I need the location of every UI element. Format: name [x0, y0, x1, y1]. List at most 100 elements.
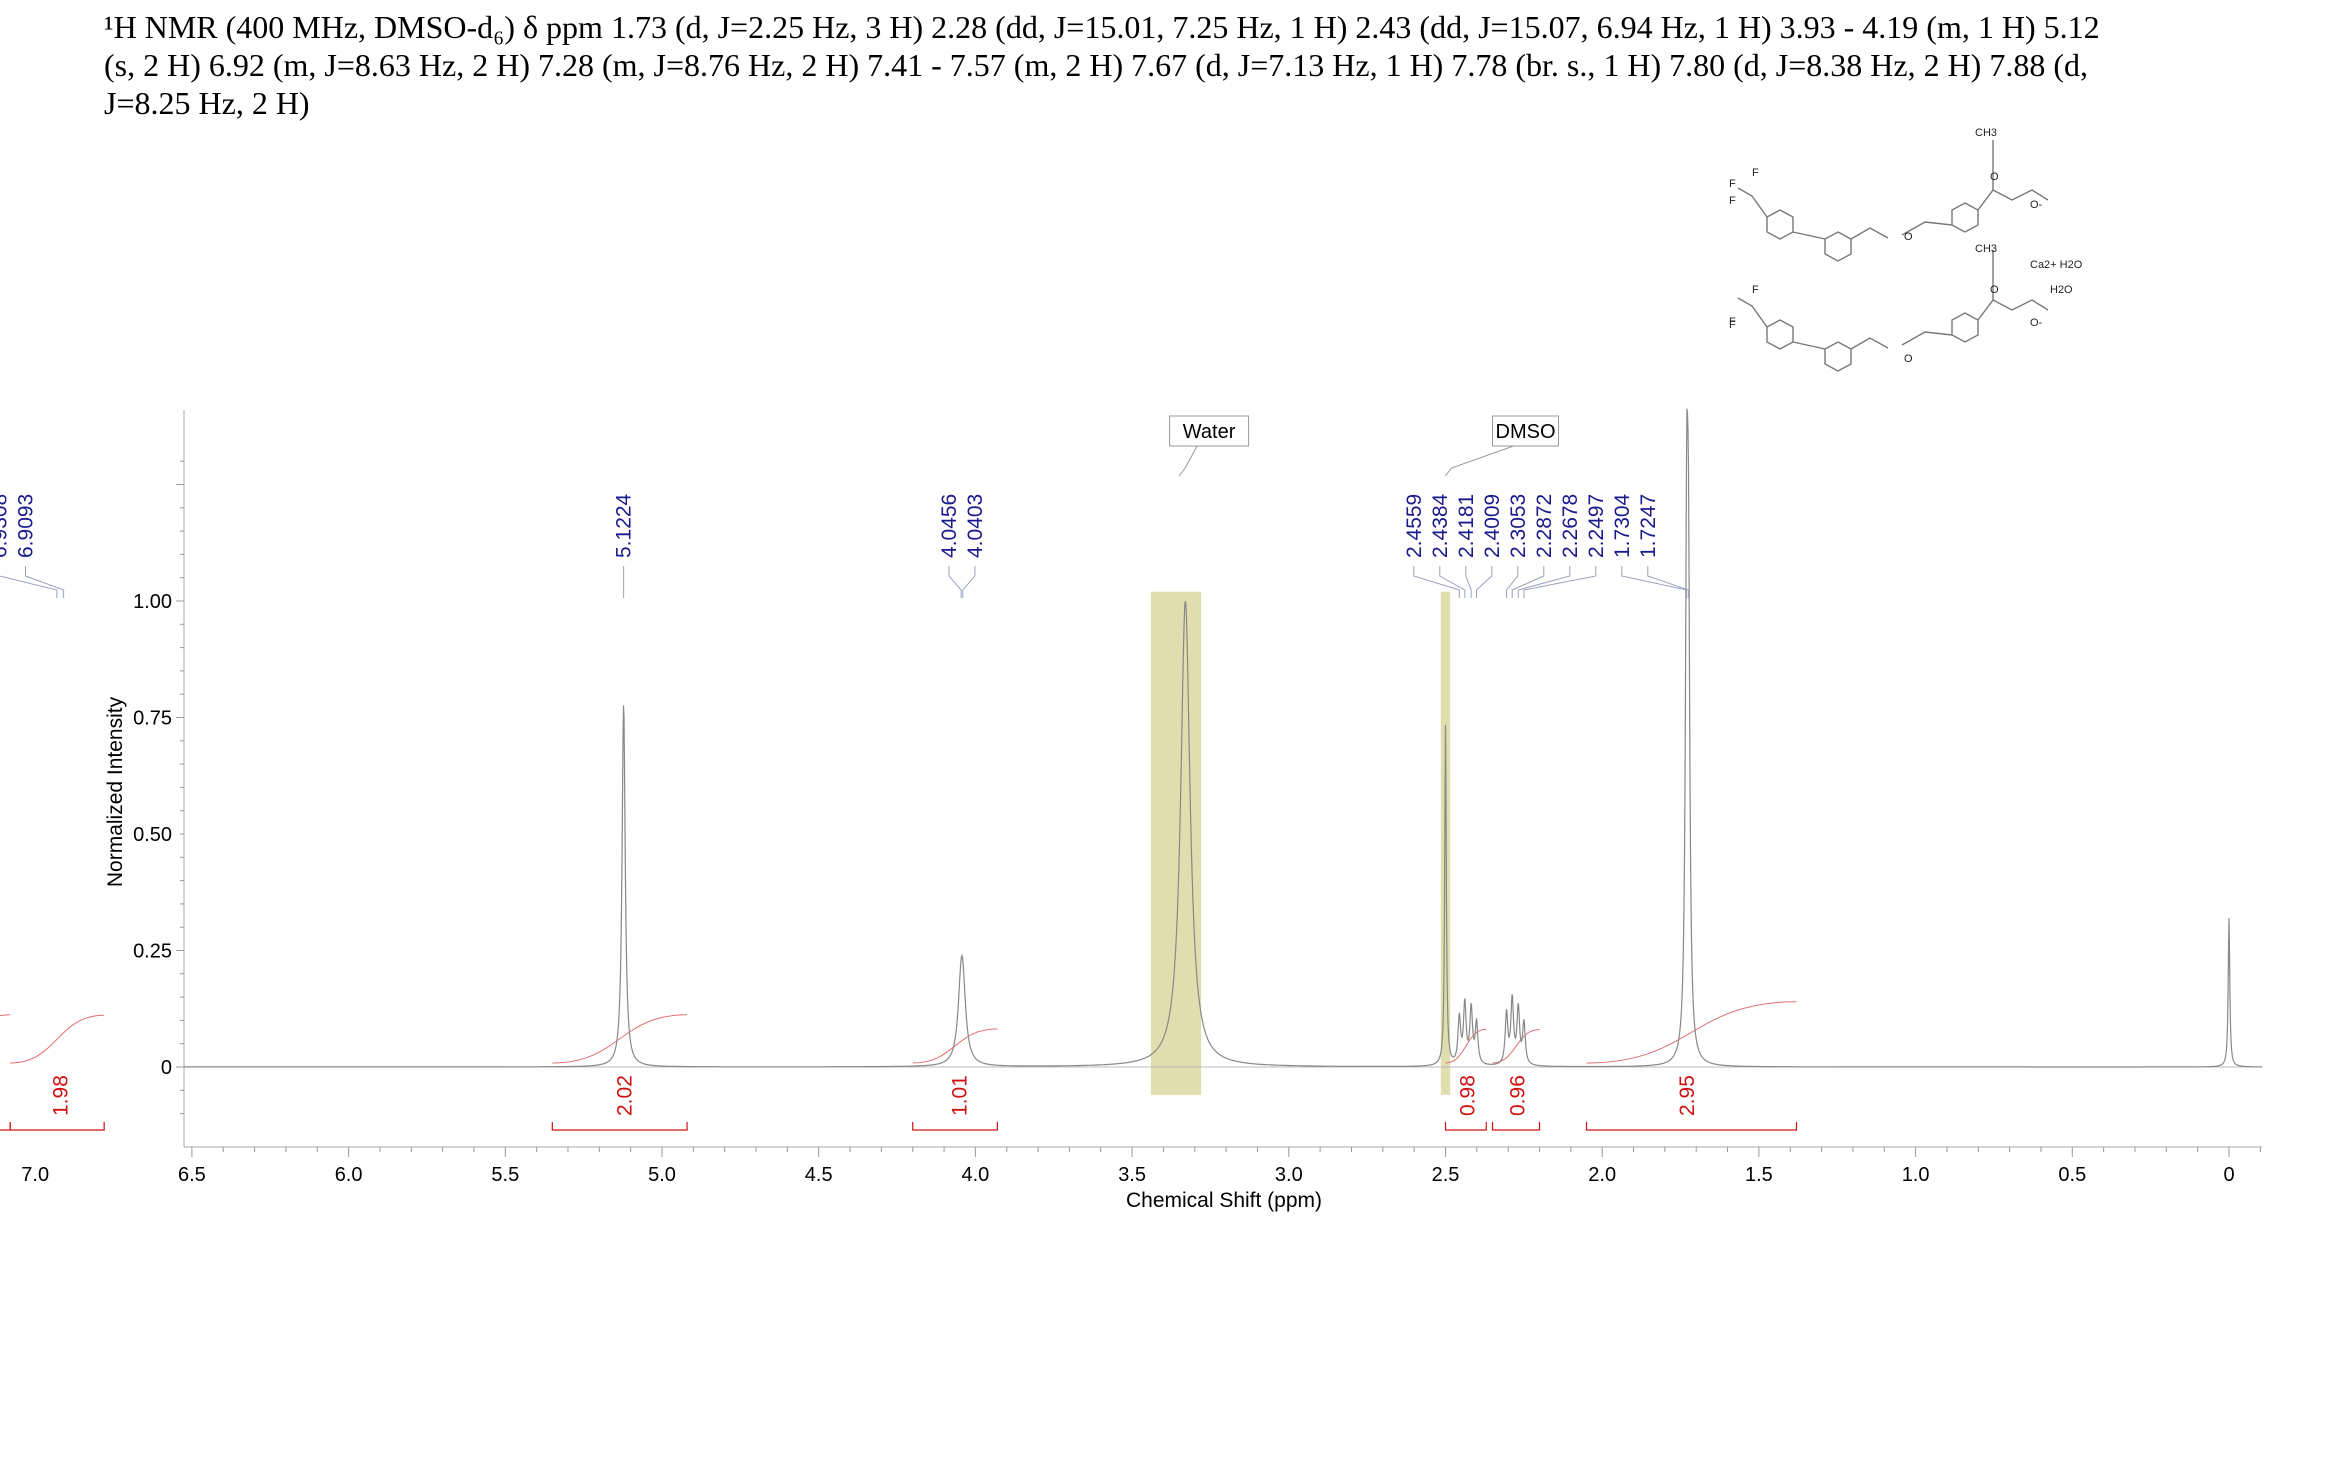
- peak-leader-line: [962, 566, 976, 598]
- integral-value: 0.96: [1507, 1075, 1530, 1116]
- integral-curve: [1586, 1001, 1797, 1064]
- solvent-labels: Water DMSO: [1169, 415, 1559, 477]
- integral-bracket: [1444, 1122, 1487, 1131]
- x-tick-label: 2.0: [1588, 1164, 1616, 1186]
- nmr-description: ¹H NMR (400 MHz, DMSO-d₆) δ ppm 1.73 (d,…: [104, 8, 2304, 122]
- peak-leader-line: [1647, 566, 1689, 598]
- bond-top-6: [1992, 189, 2049, 201]
- integral-curve: [0, 1014, 11, 1017]
- peak-ppm-label: 6.9093: [14, 494, 37, 558]
- structure-label: O-: [2030, 317, 2043, 329]
- integral-value: 1.98: [49, 1075, 72, 1116]
- bond-top-4: [1901, 221, 1953, 236]
- x-tick-label: 6.0: [335, 1164, 363, 1186]
- integral-bracket: [9, 1122, 105, 1131]
- integral-value: 1.01: [949, 1075, 972, 1116]
- structure-label: F: [1729, 178, 1736, 190]
- integral-curve: [552, 1014, 688, 1064]
- structure-label: F: [1752, 284, 1759, 296]
- solvent-label-box: [1492, 415, 1559, 447]
- bond-top-2: [1792, 231, 1826, 240]
- peak-leader-line: [948, 566, 962, 598]
- structure-label: CH3: [1975, 127, 1997, 139]
- peak-leader-line: [0, 575, 58, 598]
- peak-leader-line: [1476, 566, 1493, 598]
- structure-label: Ca2+ H2O: [2030, 259, 2083, 271]
- structure-label: O: [1990, 284, 1999, 296]
- y-tick-label: 0.50: [133, 824, 172, 846]
- y-axis-title: Normalized Intensity: [104, 696, 127, 887]
- structure-label: O-: [2030, 199, 2043, 211]
- peak-ppm-label: 1.7304: [1611, 493, 1634, 558]
- integral-value: 2.95: [1676, 1075, 1699, 1116]
- bond-top: [1737, 187, 1768, 218]
- peak-labels: 7.88607.86547.81177.79077.77677.68297.66…: [0, 493, 1689, 598]
- x-tick-label: 6.5: [178, 1164, 206, 1186]
- integral-curve: [1492, 1029, 1540, 1064]
- peak-leader-line: [1517, 566, 1571, 598]
- x-tick-label: 1.5: [1745, 1164, 1773, 1186]
- bond-bottom-2: [1792, 341, 1826, 350]
- solvent-label: DMSO: [1496, 421, 1556, 443]
- peak-leader-line: [1511, 566, 1545, 598]
- x-tick-label: 5.5: [491, 1164, 519, 1186]
- axes: 00.250.500.751.0012.512.011.511.010.510.…: [21, 410, 2262, 1186]
- solvent-leader-line: [1445, 445, 1514, 477]
- x-axis-title: Chemical Shift (ppm): [1126, 1189, 1322, 1212]
- structure-label: O: [1990, 171, 1999, 183]
- x-tick-label: 2.5: [1432, 1164, 1460, 1186]
- integral-curve: [10, 1014, 105, 1064]
- x-tick-label: 0: [2223, 1164, 2234, 1186]
- y-tick-label: 1.00: [133, 591, 172, 613]
- calcium-salt-structure: [1737, 140, 2049, 372]
- solvent-highlight: [1150, 591, 1202, 1095]
- peak-ppm-label: 2.2872: [1533, 494, 1556, 558]
- peak-ppm-label: 2.4559: [1403, 494, 1426, 558]
- peak-leader-line: [1465, 566, 1472, 598]
- integral-bracket: [1585, 1122, 1798, 1131]
- peak-leader-line: [24, 566, 65, 598]
- solvent-highlights: [1150, 591, 1451, 1095]
- bond-top-3: [1850, 227, 1889, 240]
- integral-bracket: [551, 1122, 688, 1131]
- nmr-description-line-2: (s, 2 H) 6.92 (m, J=8.63 Hz, 2 H) 7.28 (…: [104, 47, 2088, 83]
- solvent-leader-line: [1178, 445, 1198, 477]
- structure-label: CH3: [1975, 243, 1997, 255]
- x-tick-label: 3.5: [1118, 1164, 1146, 1186]
- structure-label: F: [1752, 167, 1759, 179]
- y-tick-label: 0.75: [133, 708, 172, 730]
- structure-label: F: [1729, 319, 1736, 331]
- ring-top-1: [1766, 209, 1794, 240]
- integral-curve: [912, 1028, 998, 1064]
- integral-curve: [1445, 1028, 1487, 1064]
- solvent-label: Water: [1183, 421, 1236, 443]
- nmr-description-line-1: ¹H NMR (400 MHz, DMSO-d₆) δ ppm 1.73 (d,…: [104, 9, 2100, 45]
- peak-leader-line: [1439, 566, 1466, 598]
- peak-ppm-label: 2.2678: [1559, 494, 1582, 558]
- x-tick-label: 1.0: [1902, 1164, 1930, 1186]
- structure-label: H2O: [2050, 284, 2073, 296]
- integral-value: 2.02: [613, 1075, 636, 1116]
- peak-ppm-label: 5.1224: [613, 493, 636, 558]
- solvent-highlight: [1440, 591, 1451, 1095]
- structure-label: O: [1904, 353, 1913, 365]
- x-tick-label: 3.0: [1275, 1164, 1303, 1186]
- structure-label: O: [1904, 231, 1913, 243]
- ring-top-3: [1951, 202, 1979, 233]
- ring-bottom-2: [1824, 341, 1852, 372]
- peak-ppm-label: 2.4009: [1481, 494, 1504, 558]
- integral-bracket: [912, 1122, 998, 1131]
- ring-bottom-3: [1951, 312, 1979, 343]
- x-tick-label: 4.5: [805, 1164, 833, 1186]
- x-tick-label: 7.0: [21, 1164, 49, 1186]
- integral-bracket: [1491, 1122, 1541, 1131]
- y-tick-label: 0.25: [133, 941, 172, 963]
- peak-ppm-label: 1.7247: [1637, 494, 1660, 558]
- peak-ppm-label: 2.3053: [1507, 494, 1530, 558]
- x-tick-label: 5.0: [648, 1164, 676, 1186]
- integral-value: 0.98: [1456, 1075, 1479, 1116]
- nmr-description-line-3: J=8.25 Hz, 2 H): [104, 85, 310, 121]
- bond-bottom: [1737, 297, 1768, 328]
